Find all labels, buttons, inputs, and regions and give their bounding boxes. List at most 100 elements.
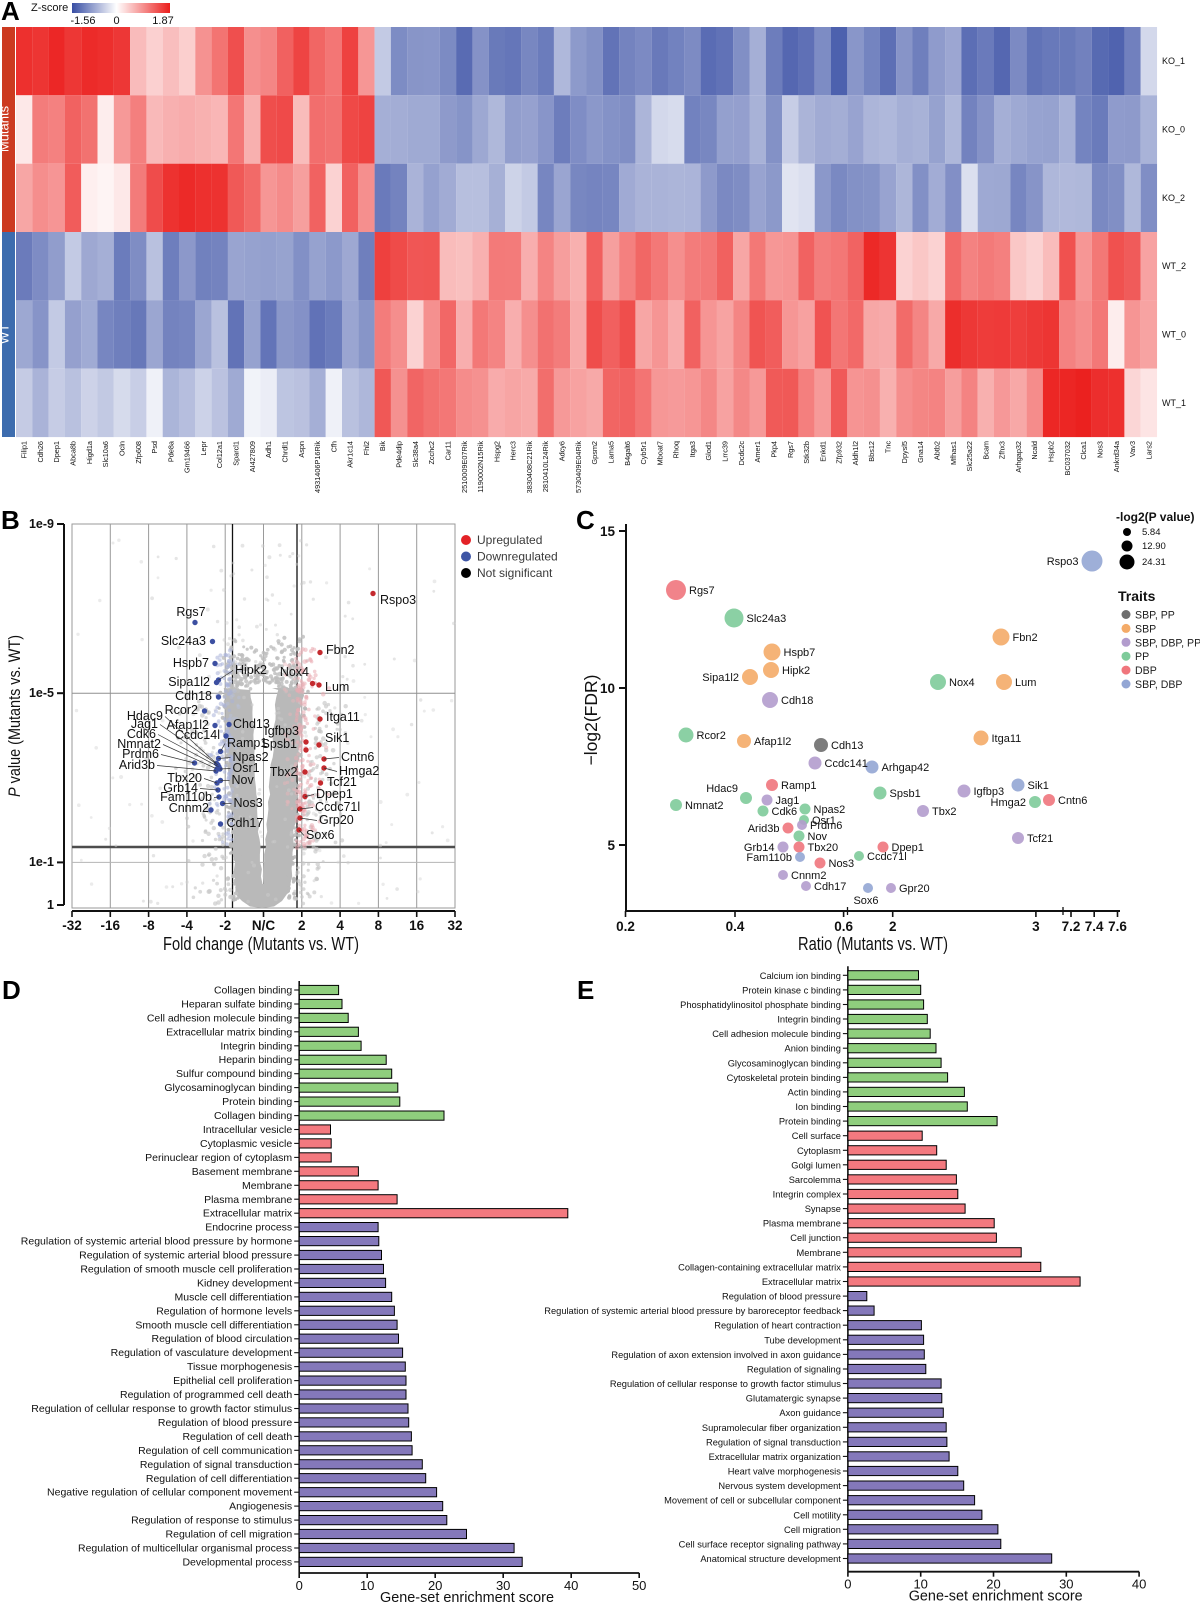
svg-text:Slc10a6: Slc10a6 [101,441,110,467]
svg-text:Arhgap32: Arhgap32 [1014,441,1023,473]
svg-text:Rgs7: Rgs7 [176,605,205,619]
svg-text:Mutants: Mutants [0,105,12,152]
svg-text:Arid3b: Arid3b [748,823,780,835]
svg-text:Cell adhesion molecule binding: Cell adhesion molecule binding [147,1012,293,1024]
svg-text:Rcor2: Rcor2 [165,703,198,717]
svg-text:Actin binding: Actin binding [788,1087,841,1097]
svg-text:32: 32 [447,918,462,933]
svg-text:Hspb7: Hspb7 [173,656,209,670]
svg-text:Ankrd34a: Ankrd34a [1112,440,1121,472]
svg-text:Regulation of programmed cell: Regulation of programmed cell death [120,1389,292,1401]
svg-text:Nervous system development: Nervous system development [718,1481,841,1491]
svg-text:Tbx2: Tbx2 [932,806,956,818]
svg-text:0.2: 0.2 [616,919,635,934]
svg-text:1.87: 1.87 [152,15,173,27]
svg-text:Hipk2: Hipk2 [235,663,267,677]
svg-text:50: 50 [632,1578,646,1593]
svg-text:5730409E04Rik: 5730409E04Rik [574,441,583,493]
svg-text:10: 10 [913,1577,927,1592]
svg-text:Mfhas1: Mfhas1 [949,441,958,465]
svg-text:40: 40 [564,1578,578,1593]
svg-text:0: 0 [844,1577,851,1592]
svg-text:Integrin binding: Integrin binding [220,1040,292,1052]
svg-text:D: D [2,975,21,1005]
svg-text:20: 20 [428,1578,442,1593]
svg-text:Rspo3: Rspo3 [380,593,416,607]
svg-text:Dpysl5: Dpysl5 [900,441,909,463]
svg-text:Col12a1: Col12a1 [215,441,224,468]
svg-text:N/C: N/C [252,918,276,933]
svg-text:Nov: Nov [808,831,828,843]
svg-text:Traits: Traits [1118,588,1156,604]
svg-text:30: 30 [1059,1577,1073,1592]
svg-text:2510009E07Rik: 2510009E07Rik [460,441,469,493]
svg-text:Collagen-containing extracellu: Collagen-containing extracellular matrix [678,1262,841,1272]
svg-text:1: 1 [47,898,54,912]
svg-text:Zfp608: Zfp608 [134,441,143,464]
svg-text:Nmnat2: Nmnat2 [685,800,724,812]
svg-text:4: 4 [336,918,344,933]
svg-text:Cell adhesion molecule binding: Cell adhesion molecule binding [712,1029,841,1039]
svg-text:Pde8a: Pde8a [166,440,175,462]
svg-text:24.31: 24.31 [1142,557,1166,568]
svg-text:Jag1: Jag1 [776,795,800,807]
svg-text:5.84: 5.84 [1142,527,1161,538]
svg-text:Nov: Nov [232,773,255,787]
svg-text:Axon guidance: Axon guidance [779,1408,841,1418]
svg-text:Slc38a4: Slc38a4 [411,441,420,467]
svg-text:Fam110b: Fam110b [746,852,792,864]
svg-text:Protein binding: Protein binding [779,1117,841,1127]
svg-text:Adh1: Adh1 [264,441,273,458]
svg-text:Sik1: Sik1 [1028,780,1049,792]
svg-text:Ion binding: Ion binding [795,1102,841,1112]
svg-text:Pkp4: Pkp4 [770,441,779,458]
svg-text:Cdh26: Cdh26 [36,441,45,463]
svg-text:Cell motility: Cell motility [793,1510,841,1520]
svg-text:Ratio (Mutants vs. WT): Ratio (Mutants vs. WT) [798,934,948,954]
svg-text:Z-score: Z-score [31,2,68,14]
svg-text:SBP, DBP, PP: SBP, DBP, PP [1135,637,1200,649]
svg-text:-8: -8 [143,918,155,933]
svg-text:Dpep1: Dpep1 [52,441,61,463]
svg-text:Nos3: Nos3 [1096,441,1105,458]
svg-text:Regulation of cellular respons: Regulation of cellular response to growt… [31,1403,292,1415]
svg-text:1e-9: 1e-9 [29,517,54,531]
svg-text:3830408C21Rik: 3830408C21Rik [525,441,534,494]
svg-text:Extracellular matrix binding: Extracellular matrix binding [166,1026,292,1038]
svg-text:Fold change (Mutants vs. WT): Fold change (Mutants vs. WT) [163,934,359,954]
svg-text:8: 8 [375,918,383,933]
svg-text:0.4: 0.4 [726,919,745,934]
svg-text:PP: PP [1135,651,1149,663]
svg-text:-4: -4 [181,918,193,933]
svg-text:C: C [576,505,595,535]
svg-text:Slc24a3: Slc24a3 [747,613,787,625]
svg-text:1e-1: 1e-1 [29,855,54,869]
svg-text:Sox6: Sox6 [853,895,878,907]
svg-text:WT_0: WT_0 [1162,330,1186,340]
svg-text:Npas2: Npas2 [233,750,269,764]
svg-text:-2: -2 [219,918,231,933]
svg-text:Regulation of blood circulatio: Regulation of blood circulation [152,1333,293,1345]
svg-text:E: E [577,975,594,1005]
svg-text:Upregulated: Upregulated [477,533,542,547]
svg-text:7.4: 7.4 [1085,919,1104,934]
svg-text:Intracellular vesicle: Intracellular vesicle [203,1124,292,1136]
svg-text:Zfhx3: Zfhx3 [998,441,1007,459]
svg-text:Tbx20: Tbx20 [808,842,839,854]
svg-text:Cntn6: Cntn6 [341,750,374,764]
svg-text:Regulation of hormone levels: Regulation of hormone levels [156,1305,292,1317]
svg-text:Cnnm2: Cnnm2 [791,870,826,882]
svg-text:Regulation of smooth muscle ce: Regulation of smooth muscle cell prolife… [80,1264,292,1276]
svg-text:P value (Mutants vs. WT): P value (Mutants vs. WT) [6,635,24,797]
svg-text:Nos3: Nos3 [234,796,263,810]
svg-text:Arid3b: Arid3b [119,758,155,772]
svg-text:2: 2 [298,918,306,933]
svg-text:Afap1l2: Afap1l2 [754,736,791,748]
svg-text:Regulation of signal transduct: Regulation of signal transduction [140,1459,293,1471]
svg-text:10: 10 [360,1578,374,1593]
svg-text:Fhl2: Fhl2 [362,441,371,455]
svg-text:Cnnm2: Cnnm2 [169,801,209,815]
svg-text:Regulation of blood pressure: Regulation of blood pressure [158,1417,292,1429]
svg-text:Endocrine process: Endocrine process [205,1222,292,1234]
svg-text:Cdh17: Cdh17 [814,881,846,893]
